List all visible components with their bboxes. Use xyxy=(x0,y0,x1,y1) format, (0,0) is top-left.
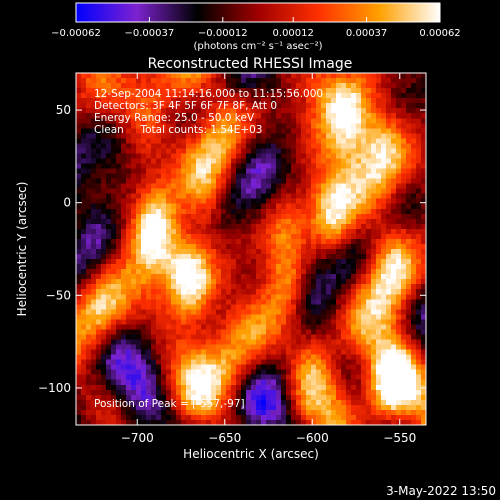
annotation-energy: Energy Range: 25.0 - 50.0 keV xyxy=(94,112,255,124)
footer-date: 3-May-2022 13:50 xyxy=(386,484,496,498)
colorbar-tick-label: −0.00037 xyxy=(125,28,175,39)
plot-frame xyxy=(75,72,427,426)
y-tick-label: 50 xyxy=(56,103,71,117)
y-axis-label: Heliocentric Y (arcsec) xyxy=(15,182,29,317)
annotations: 12-Sep-2004 11:14:16.000 to 11:15:56.000… xyxy=(94,88,323,410)
y-tick-label: −100 xyxy=(38,381,71,395)
colorbar-tick-label: 0.00062 xyxy=(419,28,460,39)
x-tick-label: −700 xyxy=(121,431,154,445)
annotation-time-range: 12-Sep-2004 11:14:16.000 to 11:15:56.000 xyxy=(94,88,323,100)
annotation-method: Clean Total counts: 1.54E+03 xyxy=(94,124,263,136)
colorbar-tick-label: 0.00012 xyxy=(273,28,314,39)
colorbar-ticks: −0.00062 −0.00037 −0.00012 0.00012 0.00037 0.… xyxy=(51,17,461,39)
annotation-detectors: Detectors: 3F 4F 5F 6F 7F 8F, Att 0 xyxy=(94,100,277,112)
x-tick-label: −550 xyxy=(383,431,416,445)
colorbar-units-label: (photons cm⁻² s⁻¹ asec⁻²) xyxy=(193,41,322,52)
chart-title: Reconstructed RHESSI Image xyxy=(148,56,353,72)
y-axis: 50 0 −50 −100 xyxy=(38,103,426,395)
colorbar-tick-label: −0.00012 xyxy=(198,28,248,39)
colorbar-tick-label: −0.00062 xyxy=(51,28,101,39)
colorbar: −0.00062 −0.00037 −0.00012 0.00012 0.00037 0.… xyxy=(51,2,461,52)
y-tick-label: −50 xyxy=(46,288,71,302)
x-tick-label: −600 xyxy=(296,431,329,445)
colorbar-tick-label: 0.00037 xyxy=(346,28,387,39)
annotation-peak: Position of Peak = [-557,-97] xyxy=(94,398,245,410)
colorbar-gradient xyxy=(75,2,441,23)
x-axis: −700 −650 −600 −550 xyxy=(121,73,416,445)
heatmap-image xyxy=(76,73,426,425)
plot-area: −700 −650 −600 −550 50 0 −50 −100 xyxy=(38,72,427,445)
y-tick-label: 0 xyxy=(63,196,71,210)
x-tick-label: −650 xyxy=(208,431,241,445)
x-axis-label: Heliocentric X (arcsec) xyxy=(183,447,319,461)
